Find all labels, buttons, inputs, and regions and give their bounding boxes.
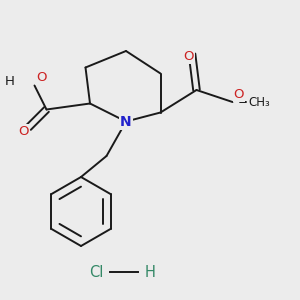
Text: O: O [36, 71, 46, 84]
Text: O: O [184, 50, 194, 63]
Text: O: O [18, 124, 28, 138]
Text: H: H [145, 265, 155, 280]
Text: N: N [120, 115, 132, 128]
Text: H: H [5, 75, 15, 88]
Text: O: O [233, 88, 244, 101]
Text: CH₃: CH₃ [248, 96, 270, 110]
Text: Cl: Cl [89, 265, 103, 280]
